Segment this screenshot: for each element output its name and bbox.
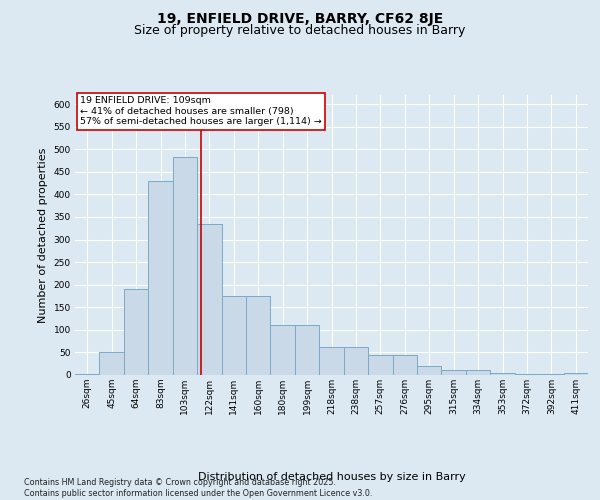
Bar [515,374,539,375]
Bar [442,370,466,375]
Bar [392,355,417,375]
Bar [563,373,588,375]
Bar [197,224,221,375]
Bar [319,347,344,375]
Bar [100,352,124,375]
Text: 19 ENFIELD DRIVE: 109sqm
← 41% of detached houses are smaller (798)
57% of semi-: 19 ENFIELD DRIVE: 109sqm ← 41% of detach… [80,96,322,126]
Bar [344,347,368,375]
Bar [271,326,295,375]
Bar [466,370,490,375]
Bar [539,374,563,375]
Bar [246,296,271,375]
Y-axis label: Number of detached properties: Number of detached properties [38,148,48,322]
Text: 19, ENFIELD DRIVE, BARRY, CF62 8JE: 19, ENFIELD DRIVE, BARRY, CF62 8JE [157,12,443,26]
Bar [295,326,319,375]
Bar [417,366,442,375]
X-axis label: Distribution of detached houses by size in Barry: Distribution of detached houses by size … [197,472,466,482]
Bar [221,296,246,375]
Bar [368,355,392,375]
Text: Contains HM Land Registry data © Crown copyright and database right 2025.
Contai: Contains HM Land Registry data © Crown c… [24,478,373,498]
Bar [148,181,173,375]
Bar [75,374,100,375]
Bar [124,289,148,375]
Text: Size of property relative to detached houses in Barry: Size of property relative to detached ho… [134,24,466,37]
Bar [173,157,197,375]
Bar [490,372,515,375]
